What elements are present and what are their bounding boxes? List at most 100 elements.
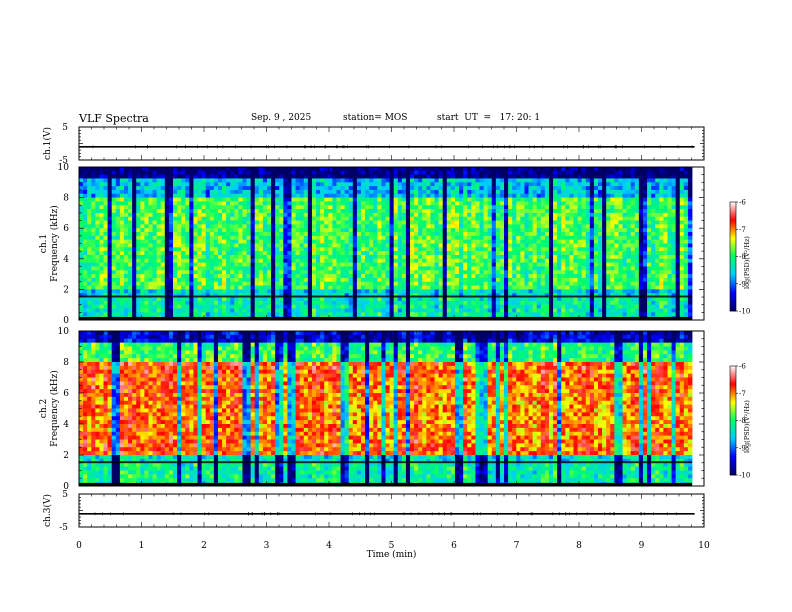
spec1-cell <box>569 243 574 248</box>
spec1-cell <box>667 274 672 279</box>
spec1-cell <box>385 178 390 183</box>
spec1-cell <box>647 186 652 191</box>
spec1-cell <box>467 228 472 233</box>
spec1-cell <box>414 232 419 237</box>
spec1-cell <box>495 232 501 237</box>
spec1-cell <box>279 243 284 248</box>
spec1-cell <box>504 285 509 290</box>
spec1-cell <box>418 232 423 237</box>
spec1-cell <box>459 201 464 206</box>
spec1-cell <box>352 251 358 256</box>
spec1-cell <box>565 274 570 279</box>
spec1-cell <box>148 254 153 260</box>
spec1-cell <box>222 281 227 286</box>
spec1-cell <box>336 193 341 199</box>
spec1-cell <box>275 247 280 252</box>
spec1-cell <box>405 243 411 248</box>
spec1-cell <box>467 243 472 248</box>
spec1-cell <box>344 197 350 202</box>
spec1-cell <box>79 232 84 237</box>
spec1-cell <box>316 182 321 187</box>
spec1-cell <box>193 235 198 241</box>
spec1-cell <box>602 197 607 202</box>
spec1-cell <box>516 167 521 172</box>
spec1-cell <box>103 258 109 264</box>
spec1-cell <box>663 167 668 172</box>
spec1-cell <box>320 201 325 206</box>
spec1-cell <box>381 212 386 218</box>
spec1-cell <box>385 258 390 264</box>
spec1-cell <box>311 209 317 214</box>
spec1-cell <box>647 167 652 172</box>
spec1-cell <box>103 254 109 260</box>
spec1-cell <box>393 189 399 195</box>
spec1-cell <box>164 189 170 195</box>
spec1-cell <box>454 174 460 179</box>
spec1-cell <box>581 270 587 275</box>
spec1-cell <box>307 274 313 279</box>
spec1-cell <box>638 174 644 179</box>
spec1-cell <box>99 285 104 290</box>
spec1-cell <box>675 235 681 241</box>
spec1-cell <box>438 243 444 248</box>
spec1-cell <box>495 243 501 248</box>
spec1-cell <box>528 205 534 210</box>
spec1-cell <box>446 212 452 218</box>
spec1-cell <box>687 189 693 195</box>
spec1-cell <box>172 209 178 214</box>
spec1-cell <box>369 170 374 176</box>
spec1-cell <box>540 258 546 264</box>
spec1-cell <box>140 254 145 260</box>
spec1-cell <box>557 274 562 279</box>
spec1-cell <box>418 189 423 195</box>
spec1-cell <box>471 186 476 191</box>
spec1-cell <box>291 167 296 172</box>
spec1-cell <box>467 262 472 267</box>
spec1-cell <box>246 212 252 218</box>
spec1-cell <box>459 274 464 279</box>
spec1-cell <box>528 224 534 229</box>
spec1-cell <box>111 189 117 195</box>
spec1-cell <box>389 167 395 172</box>
spec1-cell <box>410 174 415 179</box>
spec1-cell <box>311 197 317 202</box>
spec1-cell <box>512 205 517 210</box>
spec1-cell <box>598 189 603 195</box>
spec1-cell <box>540 228 546 233</box>
spec1-cell <box>483 167 489 172</box>
spec1-cell <box>667 285 672 290</box>
spec1-cell <box>589 228 595 233</box>
spec1-cell <box>483 209 489 214</box>
spec1-cell <box>565 170 570 176</box>
spec1-cell <box>561 224 566 229</box>
spec1-cell <box>487 254 493 260</box>
spec1-cell <box>336 232 341 237</box>
spec1-cell <box>422 174 427 179</box>
spec1-cell <box>201 254 207 260</box>
spec1-cell <box>303 197 309 202</box>
spec1-cell <box>316 220 321 225</box>
spec1-cell <box>602 251 607 256</box>
spec1-cell <box>561 212 566 218</box>
spec1-cell <box>516 232 521 237</box>
spec1-cell <box>532 189 538 195</box>
spec1-cell <box>499 220 505 225</box>
spec1-cell <box>671 277 677 283</box>
spec1-cell <box>352 186 358 191</box>
spec1-cell <box>111 170 117 176</box>
spec1-cell <box>606 251 611 256</box>
spec1-cell <box>250 209 256 214</box>
spec1-cell <box>647 254 652 260</box>
spec1-cell <box>336 212 341 218</box>
spec1-cell <box>254 193 260 199</box>
spec1-cell <box>442 193 448 199</box>
spec1-cell <box>540 178 546 183</box>
spec1-cell <box>410 239 415 244</box>
spec1-cell <box>418 167 423 172</box>
spec1-cell <box>295 197 301 202</box>
spec1-cell <box>630 235 636 241</box>
spec1-cell <box>373 285 378 290</box>
spec1-cell <box>275 167 280 172</box>
spec1-cell <box>246 228 252 233</box>
spec1-cell <box>610 243 615 248</box>
